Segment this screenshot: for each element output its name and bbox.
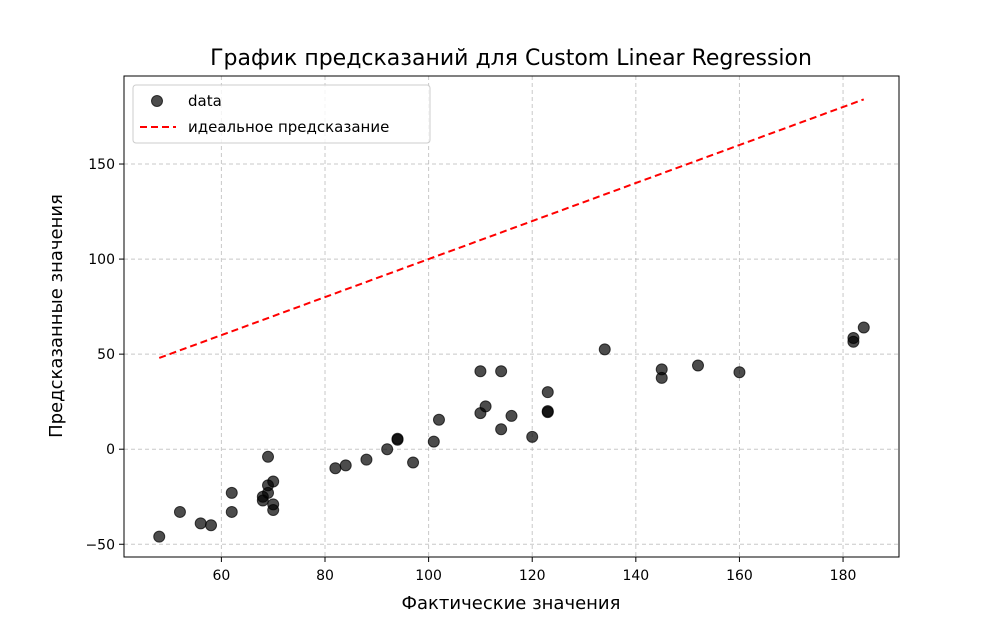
- legend: data идеальное предсказание: [132, 84, 431, 144]
- data-point: [655, 371, 668, 384]
- x-tick-label: 140: [622, 568, 649, 584]
- data-point: [505, 409, 518, 422]
- chart-title: График предсказаний для Custom Linear Re…: [210, 46, 812, 71]
- data-point: [541, 386, 554, 399]
- y-axis: −50 0 50 100 150: [85, 157, 124, 553]
- data-point: [225, 505, 238, 518]
- legend-marker-data: [151, 95, 163, 107]
- legend-label-ideal: идеальное предсказание: [188, 118, 389, 136]
- x-axis-label: Фактические значения: [402, 593, 621, 614]
- data-point: [360, 453, 373, 466]
- x-tick-label: 180: [830, 568, 857, 584]
- data-point: [267, 475, 280, 488]
- data-point: [329, 462, 342, 475]
- data-point: [432, 413, 445, 426]
- scatter-points: [153, 321, 870, 543]
- x-tick-label: 100: [415, 568, 442, 584]
- ideal-line-layer: [158, 98, 865, 359]
- data-point: [225, 486, 238, 499]
- data-point: [847, 335, 860, 348]
- data-point: [691, 359, 704, 372]
- data-point: [381, 443, 394, 456]
- data-point: [495, 365, 508, 378]
- data-point: [391, 432, 404, 445]
- data-point: [427, 435, 440, 448]
- x-tick-label: 120: [519, 568, 546, 584]
- data-point: [205, 519, 218, 532]
- grid: [124, 76, 899, 557]
- data-point: [598, 343, 611, 356]
- y-tick-label: 50: [97, 347, 115, 363]
- plot-frame: [123, 75, 900, 558]
- data-point: [262, 486, 275, 499]
- legend-label-data: data: [188, 92, 222, 110]
- data-point: [479, 400, 492, 413]
- legend-box: [132, 84, 431, 144]
- y-tick-label: 0: [106, 442, 115, 458]
- data-point: [857, 321, 870, 334]
- data-point: [526, 430, 539, 443]
- data-point: [495, 423, 508, 436]
- x-axis: 60 80 100 120 140 160 180: [212, 557, 856, 584]
- ideal-prediction-line: [158, 98, 865, 359]
- y-tick-label: −50: [85, 537, 115, 553]
- data-point: [262, 450, 275, 463]
- data-point: [407, 456, 420, 469]
- y-axis-label: Предсказанные значения: [46, 194, 67, 438]
- data-point: [474, 365, 487, 378]
- x-tick-label: 60: [212, 568, 230, 584]
- y-tick-label: 100: [88, 252, 115, 268]
- x-tick-label: 160: [726, 568, 753, 584]
- data-point: [173, 505, 186, 518]
- data-point: [733, 366, 746, 379]
- data-point: [194, 517, 207, 530]
- data-point: [339, 459, 352, 472]
- x-tick-label: 80: [316, 568, 334, 584]
- y-tick-label: 150: [88, 157, 115, 173]
- data-point: [153, 530, 166, 543]
- data-point: [541, 405, 554, 418]
- data-point: [267, 504, 280, 517]
